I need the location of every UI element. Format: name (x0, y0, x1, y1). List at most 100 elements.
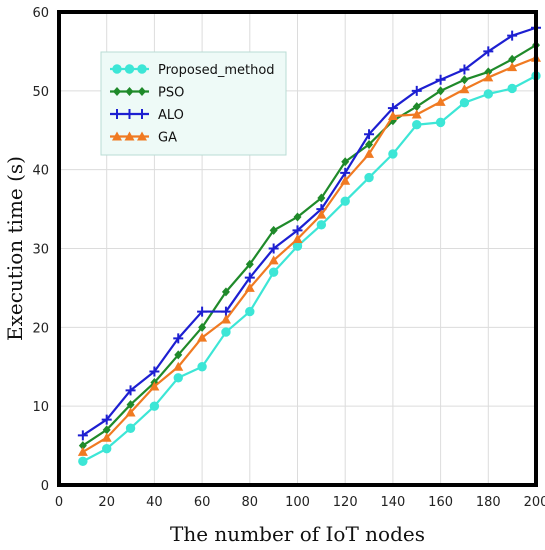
series-layer (77, 22, 541, 467)
data-point (268, 255, 279, 265)
legend-label: PSO (158, 86, 184, 101)
data-point (112, 131, 122, 141)
data-point (245, 306, 255, 317)
data-point (221, 287, 230, 297)
data-point (269, 225, 278, 235)
data-point (78, 441, 87, 451)
data-point (173, 361, 184, 371)
data-point (137, 131, 147, 141)
y-tick-label: 50 (32, 85, 49, 100)
legend-label: ALO (158, 108, 184, 123)
data-point (435, 96, 446, 106)
data-point (459, 64, 470, 75)
data-point (507, 62, 518, 72)
data-point (507, 30, 518, 41)
data-point (125, 423, 136, 433)
data-point (78, 456, 88, 467)
data-point (483, 46, 494, 57)
data-point (149, 381, 160, 391)
series-line (82, 74, 537, 463)
data-point (292, 225, 303, 236)
data-point (221, 327, 231, 337)
x-tick-label: 120 (333, 495, 358, 510)
data-point (102, 444, 112, 454)
x-tick-label: 100 (285, 495, 310, 510)
data-point (138, 87, 146, 96)
data-point (483, 72, 494, 82)
data-point (364, 129, 375, 140)
data-point (245, 259, 254, 269)
legend-item: Proposed_method (110, 63, 275, 78)
y-tick-label: 40 (32, 164, 49, 179)
series-pso (78, 40, 540, 451)
data-point (244, 272, 255, 283)
data-point (125, 385, 136, 396)
legend-label: GA (158, 131, 177, 146)
legend-item: GA (110, 131, 177, 146)
data-point (149, 401, 160, 411)
data-point (197, 332, 208, 342)
data-point (112, 64, 122, 74)
legend-item: ALO (110, 108, 184, 123)
data-point (364, 172, 374, 183)
data-point (113, 87, 121, 96)
y-tick-label: 20 (32, 321, 49, 336)
data-point (387, 111, 398, 121)
y-tick-label: 0 (41, 479, 49, 494)
data-point (125, 407, 136, 417)
series-proposed-method (78, 71, 541, 467)
x-tick-label: 200 (524, 495, 545, 510)
data-point (125, 87, 134, 96)
series-line (82, 56, 537, 453)
data-point (388, 149, 398, 159)
data-point (149, 366, 160, 377)
data-point (436, 86, 445, 96)
data-point (124, 109, 135, 119)
tick-labels: 0 20 40 60 80 100 120 140 160 180 200 0 10 20 30 40 50 60 (32, 6, 545, 510)
data-point (412, 120, 422, 130)
data-point (101, 432, 112, 442)
data-point (137, 109, 147, 119)
data-point (459, 97, 470, 108)
x-tick-label: 0 (55, 495, 63, 510)
data-point (101, 414, 112, 425)
x-tick-label: 140 (380, 495, 405, 510)
data-point (340, 196, 350, 206)
data-point (102, 425, 111, 435)
x-tick-label: 20 (98, 495, 115, 510)
data-point (365, 139, 374, 149)
data-point (292, 234, 303, 244)
data-point (173, 333, 184, 344)
legend: Proposed_method PSO ALO GA (100, 51, 287, 156)
data-point (124, 131, 135, 141)
data-point (197, 306, 208, 317)
data-point (268, 267, 279, 277)
data-point (293, 212, 302, 222)
data-point (484, 67, 493, 77)
data-point (411, 85, 422, 96)
y-tick-label: 30 (32, 243, 49, 258)
data-point (435, 117, 446, 128)
series-line (82, 26, 537, 437)
x-tick-label: 160 (428, 495, 453, 510)
series-alo (77, 22, 541, 441)
legend-label: Proposed_method (158, 63, 275, 78)
data-point (112, 109, 122, 119)
data-point (77, 446, 88, 456)
data-point (77, 430, 88, 441)
data-point (435, 74, 446, 85)
series-ga (77, 52, 541, 456)
data-point (220, 314, 231, 324)
data-point (292, 241, 303, 251)
data-point (317, 193, 326, 203)
x-axis-label: The number of IoT nodes (170, 522, 425, 546)
series-line (82, 44, 537, 447)
data-point (411, 109, 422, 119)
data-point (268, 243, 279, 254)
y-tick-label: 60 (32, 6, 49, 21)
data-point (412, 102, 421, 112)
data-point (137, 64, 147, 74)
x-tick-label: 40 (146, 495, 163, 510)
data-point (197, 362, 207, 372)
